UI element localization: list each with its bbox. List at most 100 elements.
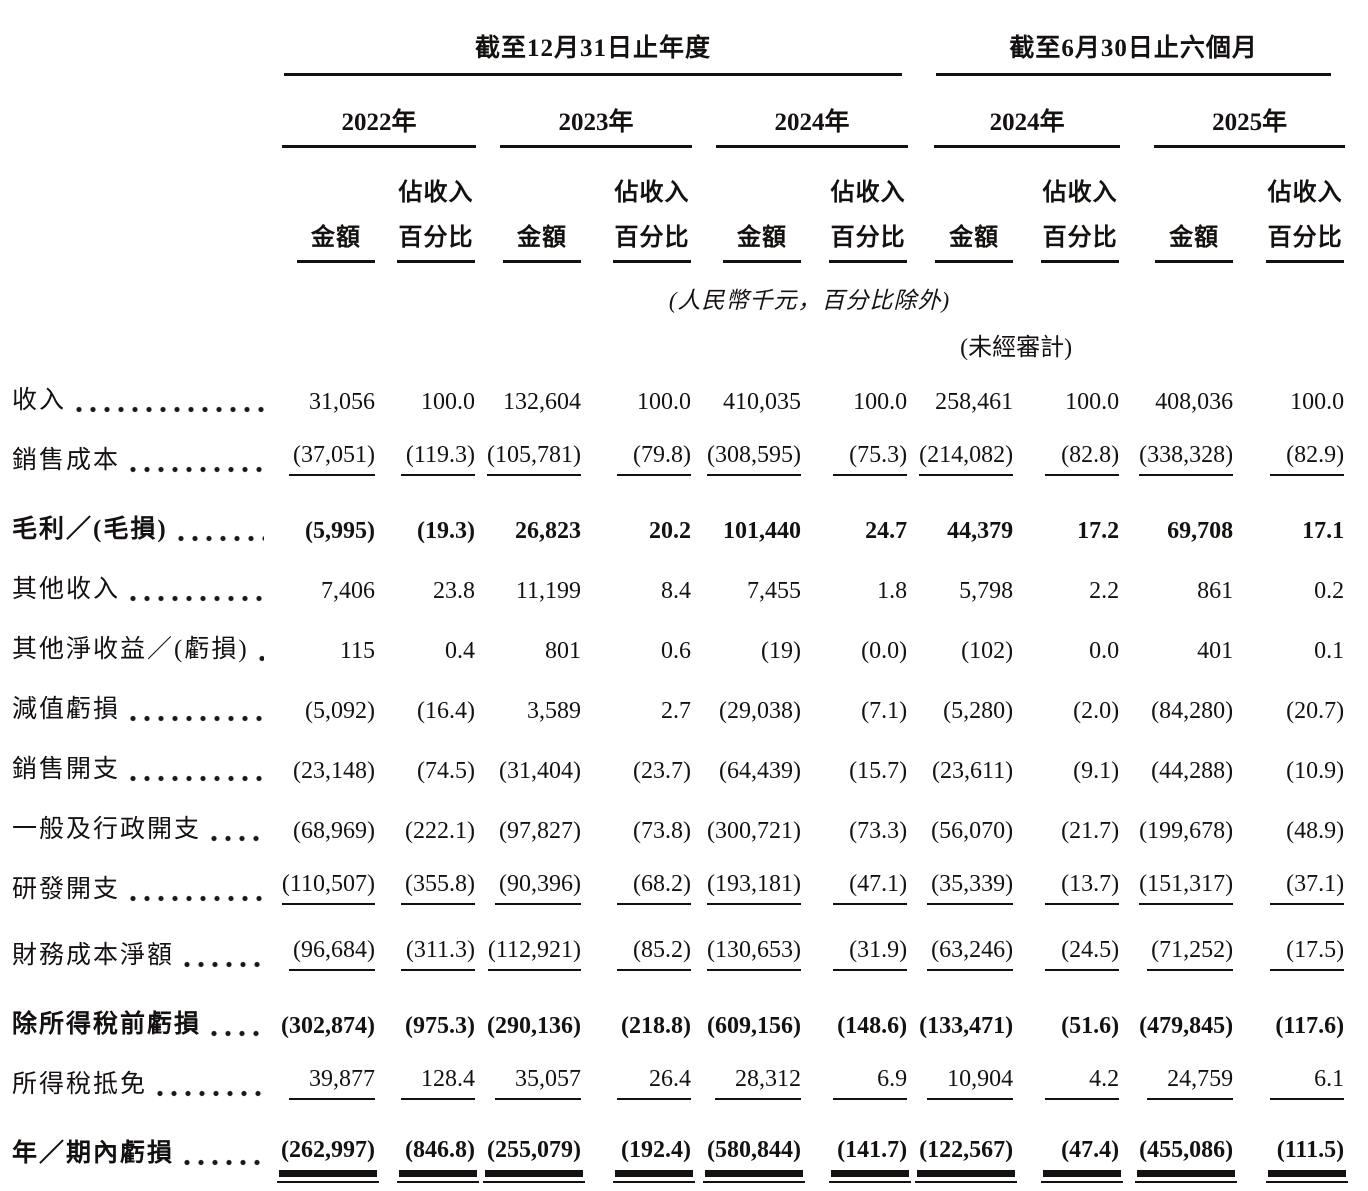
cell-value: (90,396) xyxy=(495,871,581,905)
cell-value: (24.5) xyxy=(1045,937,1120,971)
spacer-cell xyxy=(272,315,910,362)
cell-value: (63,246) xyxy=(927,937,1014,971)
cell-value: 35,057 xyxy=(495,1066,581,1100)
row-label-cell: 所得稅抵免 xyxy=(12,1051,272,1117)
amount-cell: 3,589 xyxy=(478,676,584,736)
cell-value: (355.8) xyxy=(401,871,475,905)
percent-cell: (75.3) xyxy=(804,427,910,493)
cell-value: (455,086) xyxy=(1135,1137,1238,1183)
percent-cell: (119.3) xyxy=(378,427,478,493)
cell-value: 4.2 xyxy=(1045,1066,1120,1100)
amount-cell: 861 xyxy=(1122,556,1236,616)
spacer-cell xyxy=(12,76,272,148)
percent-cell: (218.8) xyxy=(584,988,694,1051)
row-label: 其他收入 xyxy=(12,576,121,603)
cell-value: (85.2) xyxy=(617,937,691,971)
amount-cell: (338,328) xyxy=(1122,427,1236,493)
cell-value: (44,288) xyxy=(1151,758,1234,784)
percent-cell: 100.0 xyxy=(584,362,694,427)
dot-leader xyxy=(180,1159,264,1166)
amount-cell: (193,181) xyxy=(694,856,804,922)
cell-value: 44,379 xyxy=(947,518,1014,544)
cell-value: (112,921) xyxy=(487,937,581,971)
amount-cell: 44,379 xyxy=(910,493,1016,556)
percent-cell: 6.9 xyxy=(804,1051,910,1117)
cell-value: (23,148) xyxy=(293,758,375,784)
cell-value: 20.2 xyxy=(649,518,691,544)
amount-caption: 金額 xyxy=(272,207,378,263)
cell-value: (102) xyxy=(961,638,1014,664)
dot-leader xyxy=(72,406,264,413)
cell-value: 0.0 xyxy=(1089,638,1120,664)
cell-value: (0.0) xyxy=(861,638,908,664)
pct-caption: 百分比 xyxy=(378,207,478,263)
dot-leader xyxy=(173,535,264,542)
cell-value: 17.2 xyxy=(1077,518,1120,544)
amount-cell: 132,604 xyxy=(478,362,584,427)
percent-cell: 23.8 xyxy=(378,556,478,616)
percent-cell: 24.7 xyxy=(804,493,910,556)
column-caption-row: 金額 百分比 金額 百分比 金額 百分比 金額 百分比 金額 百分比 xyxy=(12,207,1347,263)
cell-value: (141.7) xyxy=(829,1137,912,1183)
cell-value: (479,845) xyxy=(1139,1013,1234,1039)
amount-cell: (308,595) xyxy=(694,427,804,493)
amount-cell: 69,708 xyxy=(1122,493,1236,556)
cell-value: (20.7) xyxy=(1286,698,1345,724)
amount-cell: (133,471) xyxy=(910,988,1016,1051)
cell-value: 2.2 xyxy=(1089,578,1120,604)
row-label-cell: 銷售成本 xyxy=(12,427,272,493)
cell-value: (19.3) xyxy=(417,518,475,544)
percent-cell: (192.4) xyxy=(584,1117,695,1191)
row-label: 其他淨收益／(虧損) xyxy=(12,636,249,663)
year-header-2022: 2022年 xyxy=(272,76,478,148)
cell-value: 0.1 xyxy=(1314,638,1345,664)
amount-cell: 24,759 xyxy=(1122,1051,1236,1117)
amount-caption: 金額 xyxy=(1122,207,1236,263)
cell-value: (48.9) xyxy=(1286,818,1345,844)
cell-value: 132,604 xyxy=(503,389,581,415)
annual-period-label: 截至12月31日止年度 xyxy=(284,12,903,76)
amount-cell: (255,079) xyxy=(478,1117,585,1191)
percent-cell: (73.8) xyxy=(584,796,694,856)
row-label: 銷售開支 xyxy=(12,756,121,783)
cell-value: 258,461 xyxy=(935,389,1014,415)
cell-value: 101,440 xyxy=(723,518,801,544)
row-label: 所得稅抵免 xyxy=(12,1071,148,1098)
percent-cell: (21.7) xyxy=(1016,796,1122,856)
cell-value: (19) xyxy=(761,638,801,664)
pct-caption-row: 佔收入 佔收入 佔收入 佔收入 佔收入 xyxy=(12,148,1347,207)
cell-value: (17.5) xyxy=(1270,937,1345,971)
cell-value: (51.6) xyxy=(1061,1013,1120,1039)
cell-value: 100.0 xyxy=(1290,389,1345,415)
cell-value: 10,904 xyxy=(927,1066,1014,1100)
amount-cell: (214,082) xyxy=(910,427,1016,493)
amount-cell: (262,997) xyxy=(272,1117,379,1191)
cell-value: (199,678) xyxy=(1139,818,1234,844)
cell-value: (130,653) xyxy=(707,937,801,971)
cell-value: (35,339) xyxy=(927,871,1014,905)
row-label-cell: 年／期內虧損 xyxy=(12,1117,272,1191)
percent-cell: 2.2 xyxy=(1016,556,1122,616)
row-label: 收入 xyxy=(12,387,67,414)
amount-cell: (455,086) xyxy=(1122,1117,1238,1191)
financial-statement-page: 截至12月31日止年度 截至6月30日止六個月 2022年 2023年 2024… xyxy=(0,12,1368,1183)
row-label-cell: 除所得稅前虧損 xyxy=(12,988,272,1051)
amount-cell: (122,567) xyxy=(910,1117,1018,1191)
amount-cell: 115 xyxy=(272,616,378,676)
amount-cell: 35,057 xyxy=(478,1051,584,1117)
cell-value: (5,995) xyxy=(305,518,375,544)
amount-cell: (23,611) xyxy=(910,736,1016,796)
pct-caption: 佔收入 xyxy=(830,180,906,206)
cell-value: (105,781) xyxy=(487,442,581,476)
pct-caption: 佔收入 xyxy=(1042,180,1118,206)
cell-value: (111.5) xyxy=(1266,1137,1349,1183)
pct-caption: 百分比 xyxy=(584,207,694,263)
cell-value: 24,759 xyxy=(1147,1066,1234,1100)
amount-cell: 11,199 xyxy=(478,556,584,616)
cell-value: (37,051) xyxy=(289,442,375,476)
table-row: 減值虧損 (5,092) (16.4) 3,589 2.7 (29,038) (7.1) (… xyxy=(12,676,1347,736)
cell-value: (96,684) xyxy=(289,937,375,971)
cell-value: (10.9) xyxy=(1286,758,1345,784)
cell-value: 0.4 xyxy=(445,638,475,664)
percent-cell: 0.1 xyxy=(1236,616,1347,676)
